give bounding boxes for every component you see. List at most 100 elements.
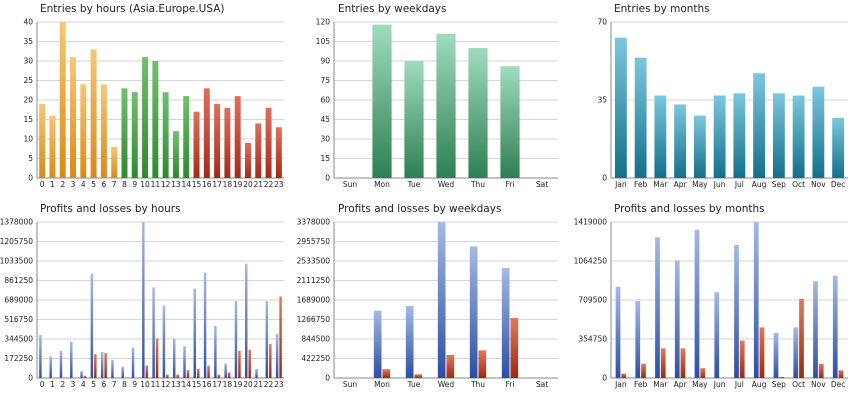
panel-entries-by-months: Entries by months 0 35 70 Jan Feb Mar Apr May Jun… [597, 3, 848, 189]
loss-bar [382, 369, 391, 378]
loss-bar [166, 374, 169, 378]
y-tick-label: 35 [23, 37, 33, 46]
loss-bar [155, 338, 159, 378]
y-tick-label: 60 [320, 96, 330, 105]
panel-profits-by-hours: Profits and losses by hours0172250344500… [0, 203, 284, 389]
profit-bar [437, 222, 446, 378]
x-tick-label: 8 [122, 180, 127, 189]
x-tick-label: Apr [674, 180, 688, 189]
profit-bar [111, 359, 114, 378]
loss-bar [838, 370, 844, 378]
x-tick-label: 3 [71, 380, 76, 389]
y-tick-label: 844500 [301, 335, 330, 344]
x-tick-label: Aug [752, 180, 767, 189]
y-tick-label: 10 [23, 135, 33, 144]
y-tick-label: 1266750 [297, 315, 331, 324]
y-tick-label: 1689000 [297, 296, 331, 305]
profit-bar [615, 286, 621, 378]
profit-bar [39, 334, 42, 378]
y-tick-label: 30 [320, 135, 330, 144]
y-tick-label: 40 [23, 18, 33, 27]
bar [111, 146, 118, 178]
profit-bar [265, 301, 269, 378]
profit-bar [59, 350, 63, 378]
y-tick-label: 5 [28, 154, 33, 163]
x-tick-label: Fri [506, 380, 515, 389]
y-tick-label: 3378000 [297, 218, 331, 227]
profit-bar [121, 366, 124, 378]
bar [733, 93, 746, 178]
profit-bar [694, 229, 700, 378]
profit-bar [90, 273, 94, 378]
x-tick-label: May [692, 380, 708, 389]
x-tick-label: Sun [343, 380, 358, 389]
bar [70, 57, 77, 178]
x-tick-label: Nov [811, 180, 826, 189]
loss-bar [700, 368, 706, 378]
x-tick-label: Thu [470, 380, 485, 389]
x-tick-label: 1 [50, 180, 55, 189]
x-tick-label: 18 [223, 180, 233, 189]
profit-bar [142, 222, 145, 378]
bar [121, 88, 128, 178]
profit-bar [245, 263, 248, 378]
profit-bar [501, 268, 510, 378]
x-tick-label: Sep [772, 180, 786, 189]
x-tick-label: 21 [253, 380, 263, 389]
loss-bar [248, 349, 251, 378]
y-tick-label: 0 [325, 374, 330, 383]
x-tick-label: Mar [653, 380, 668, 389]
profit-bar [172, 338, 176, 378]
loss-bar [269, 344, 272, 378]
bar [634, 57, 647, 178]
y-tick-label: 861250 [4, 276, 33, 285]
profit-bar [152, 287, 155, 378]
profit-bar [183, 346, 186, 378]
bar [693, 115, 706, 178]
profit-bar [469, 246, 478, 378]
y-tick-label: 172250 [4, 354, 33, 363]
bar [162, 92, 169, 178]
bar [203, 88, 210, 178]
y-tick-label: 0 [602, 374, 607, 383]
bar [172, 131, 179, 178]
y-tick-label: 35 [597, 96, 607, 105]
profit-bar [405, 305, 414, 378]
bar [80, 84, 87, 178]
bar [372, 24, 392, 178]
x-tick-label: Tue [407, 380, 421, 389]
x-tick-label: 22 [264, 380, 274, 389]
y-tick-label: 354750 [578, 335, 607, 344]
panel-profits-by-months: Profits and losses by months 0 354750 70950… [574, 203, 848, 389]
y-tick-label: 75 [320, 76, 330, 85]
chart-title: Profits and losses by hours [40, 203, 181, 215]
x-tick-label: 10 [140, 180, 150, 189]
y-tick-label: 30 [23, 57, 33, 66]
loss-bar [818, 363, 824, 378]
bar [713, 95, 726, 178]
bar [39, 103, 46, 178]
y-tick-label: 70 [597, 18, 607, 27]
profit-bar [793, 327, 799, 378]
x-tick-label: Mar [653, 180, 668, 189]
x-tick-label: Sat [536, 180, 548, 189]
y-tick-label: 0 [28, 374, 33, 383]
y-tick-label: 120 [316, 18, 331, 27]
x-tick-label: 20 [243, 380, 253, 389]
y-tick-label: 1419000 [574, 218, 608, 227]
loss-bar [510, 317, 519, 378]
profit-bar [635, 301, 641, 378]
profit-bar [832, 275, 838, 378]
x-tick-label: May [692, 180, 708, 189]
x-tick-label: 9 [132, 180, 137, 189]
profit-bar [193, 288, 197, 378]
x-tick-label: Apr [674, 380, 688, 389]
bar [275, 127, 282, 178]
x-tick-label: 19 [233, 380, 243, 389]
loss-bar [227, 372, 231, 378]
x-tick-label: 5 [91, 380, 96, 389]
x-tick-label: 12 [161, 180, 171, 189]
x-tick-label: 16 [202, 180, 212, 189]
x-tick-label: 15 [192, 380, 202, 389]
